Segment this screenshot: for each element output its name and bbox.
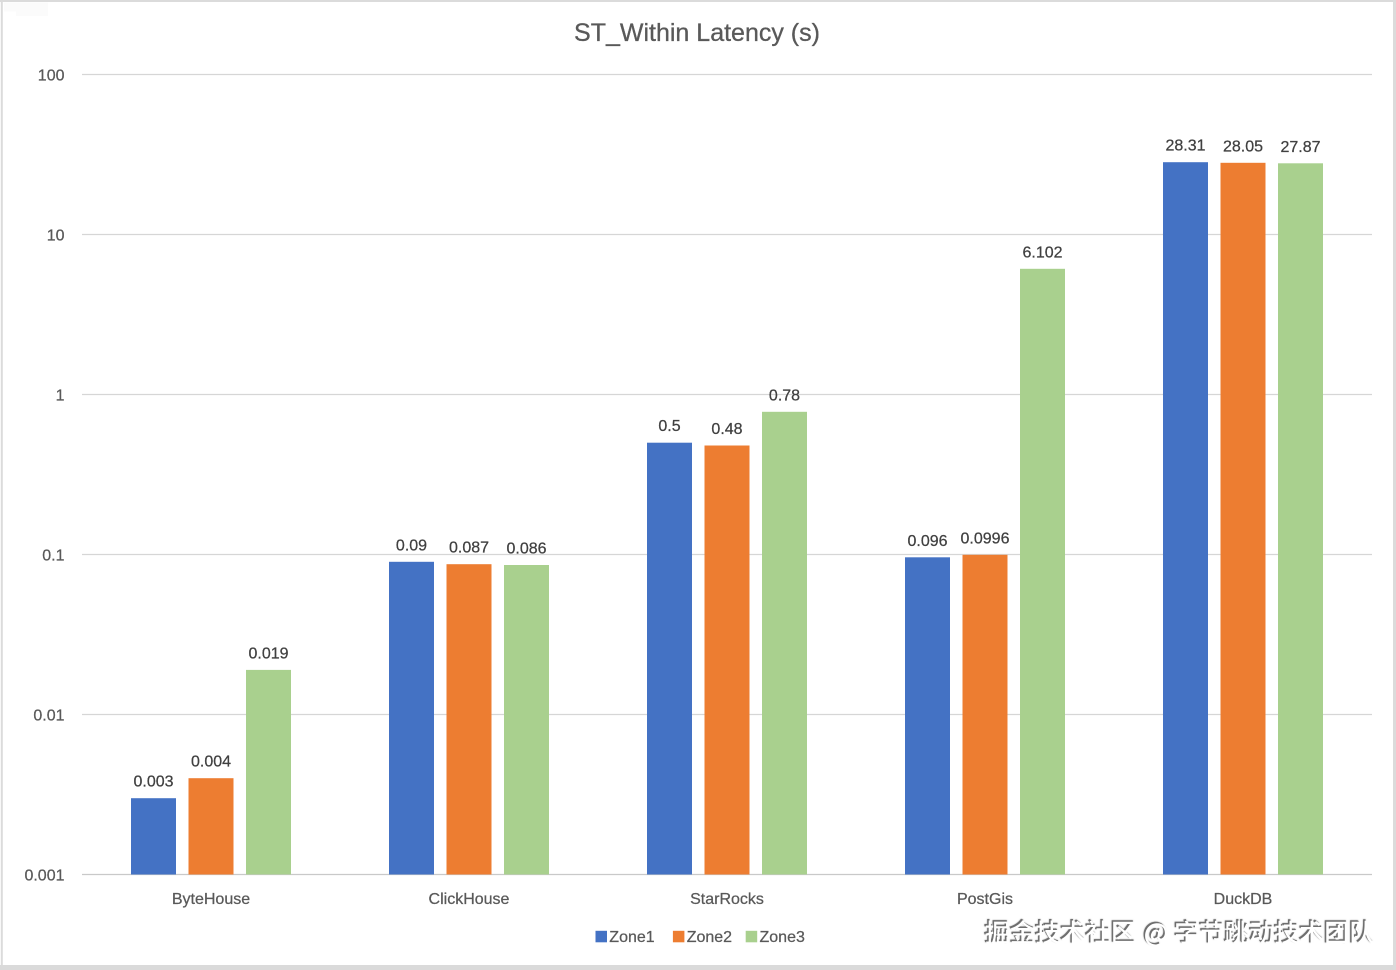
svg-text:Zone1: Zone1 [609, 929, 654, 946]
svg-text:0.096: 0.096 [907, 533, 947, 550]
svg-text:0.004: 0.004 [191, 754, 231, 771]
svg-text:ByteHouse: ByteHouse [172, 891, 250, 908]
svg-text:ST_Within Latency (s): ST_Within Latency (s) [574, 19, 820, 47]
svg-text:6.102: 6.102 [1022, 244, 1062, 261]
svg-text:Zone2: Zone2 [687, 929, 732, 946]
svg-text:0.09: 0.09 [396, 537, 427, 554]
svg-text:0.003: 0.003 [133, 774, 173, 791]
svg-text:0.086: 0.086 [506, 541, 546, 558]
svg-text:0.48: 0.48 [711, 421, 742, 438]
svg-text:DuckDB: DuckDB [1214, 891, 1273, 908]
svg-text:10: 10 [47, 228, 65, 245]
svg-text:ClickHouse: ClickHouse [429, 891, 510, 908]
svg-text:0.1: 0.1 [42, 548, 64, 565]
svg-text:StarRocks: StarRocks [690, 891, 764, 908]
svg-text:28.05: 28.05 [1223, 138, 1263, 155]
svg-text:0.01: 0.01 [33, 708, 64, 725]
svg-text:0.78: 0.78 [769, 387, 800, 404]
svg-text:100: 100 [38, 68, 65, 85]
svg-text:PostGis: PostGis [957, 891, 1013, 908]
svg-text:0.0996: 0.0996 [961, 530, 1010, 547]
svg-text:27.87: 27.87 [1280, 139, 1320, 156]
svg-text:1: 1 [56, 388, 65, 405]
svg-text:0.001: 0.001 [24, 868, 64, 885]
svg-text:Zone3: Zone3 [760, 929, 805, 946]
svg-text:0.5: 0.5 [658, 418, 680, 435]
svg-text:28.31: 28.31 [1165, 138, 1205, 155]
svg-text:0.019: 0.019 [248, 645, 288, 662]
svg-text:0.087: 0.087 [449, 540, 489, 557]
